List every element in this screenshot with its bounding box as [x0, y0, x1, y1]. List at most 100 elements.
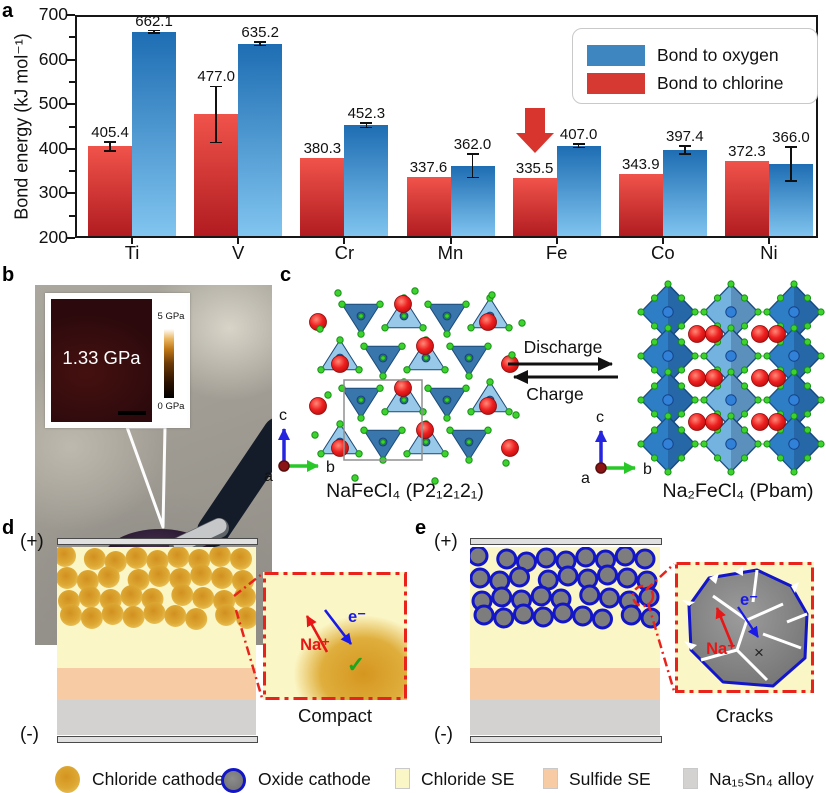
cl-atom: [505, 408, 513, 416]
cl-atom: [381, 324, 389, 332]
cl-atom: [803, 294, 812, 302]
chloride-cathode-swatch: [55, 766, 80, 793]
chloride-se-swatch: [395, 768, 410, 789]
value-label: 635.2: [241, 24, 279, 42]
oxide-particle: [634, 548, 656, 570]
cl-atom: [403, 450, 411, 458]
oxide-particle: [473, 604, 495, 626]
cl-atom: [754, 396, 762, 404]
cl-atom: [462, 384, 470, 392]
decoration: [668, 328, 695, 384]
cl-atom: [637, 352, 645, 360]
cl-atom: [637, 396, 645, 404]
cl-atom: [424, 300, 432, 308]
cl-atom: [379, 372, 387, 380]
na-atom: [705, 325, 723, 343]
compact-caption: Compact: [297, 705, 373, 726]
cl-atom: [358, 313, 364, 319]
y-tick: [66, 237, 75, 239]
positive-terminal-label-e: (+): [434, 531, 458, 552]
oxide-particle: [535, 547, 557, 569]
edge-cracks: [682, 566, 799, 650]
cl-atom: [441, 450, 449, 458]
cl-atom: [740, 338, 749, 346]
bottom-electrode-e: [470, 736, 662, 743]
cl-atom: [803, 382, 812, 390]
cl-atom: [803, 322, 812, 330]
decoration: [668, 372, 695, 428]
top-electrode-d: [57, 538, 258, 545]
fe-atom: [725, 350, 737, 362]
cl-atom: [334, 289, 342, 297]
chloride-particle: [169, 568, 192, 590]
cl-atom: [776, 454, 785, 462]
cl-atom: [740, 382, 749, 390]
cl-atom: [351, 474, 359, 482]
legend-swatch: [587, 45, 645, 66]
cl-atom: [677, 426, 686, 434]
bar-Ni: [724, 161, 769, 238]
chloride-particle: [80, 607, 103, 629]
chloride-particle: [83, 548, 106, 570]
value-label: 380.3: [303, 139, 342, 157]
value-label: 343.9: [622, 155, 660, 173]
fe-atom: [662, 306, 674, 318]
cl-atom: [790, 280, 798, 288]
na-atom: [705, 413, 723, 431]
error-bar: [109, 141, 111, 151]
cl-atom: [817, 440, 825, 448]
cl-atom: [316, 325, 324, 333]
cl-atom: [398, 426, 406, 434]
cl-atom: [677, 366, 686, 374]
legend-label: Sulfide SE: [569, 769, 651, 789]
cl-atom: [637, 308, 645, 316]
panel-b-label: b: [2, 264, 15, 286]
na-ion-label: Na⁺: [300, 636, 330, 654]
electron-label: e⁻: [348, 608, 366, 626]
negative-terminal-label-e: (-): [434, 724, 453, 745]
oxide-particle: [687, 568, 809, 688]
oxide-cathode-swatch: [221, 768, 246, 793]
y-tick-label: 700: [38, 4, 68, 24]
oxide-particle: [513, 603, 534, 625]
cl-atom: [677, 294, 686, 302]
cracks-zoom-box: Na⁺ e⁻ ×: [675, 562, 814, 693]
chloride-particle: [78, 586, 101, 608]
value-label: 335.5: [515, 159, 554, 177]
axis-gizmo-right: c b a: [581, 409, 652, 487]
oxide-particle: [575, 547, 597, 568]
cl-atom: [763, 396, 771, 404]
x-tick: [661, 238, 664, 244]
cl-atom: [740, 454, 749, 462]
highlight-arrow-head: [515, 133, 554, 153]
bar-Ti: [132, 31, 177, 238]
oxide-particle: [470, 547, 489, 567]
value-label: 337.6: [409, 158, 448, 176]
cracked-particle: Na⁺ e⁻ ×: [675, 562, 814, 693]
cl-atom: [650, 322, 659, 330]
value-label: 477.0: [197, 68, 235, 86]
cl-atom: [790, 412, 798, 420]
cl-atom: [691, 352, 699, 360]
x-tick: [131, 238, 134, 244]
error-cap: [678, 153, 691, 155]
charge-label: Charge: [526, 384, 583, 404]
panel-a-label: a: [2, 0, 14, 22]
y-minor-tick: [69, 80, 75, 83]
legend-label: Bond to oxygen: [657, 45, 779, 65]
cl-atom: [790, 368, 798, 376]
na2fecl4-structure: [637, 280, 825, 476]
fe-atom: [662, 350, 674, 362]
cl-atom: [465, 456, 473, 464]
sulfide-se-layer-e: [470, 668, 660, 700]
na-atom: [394, 379, 412, 397]
cl-atom: [677, 322, 686, 330]
na-atom: [751, 413, 769, 431]
decoration: [794, 416, 821, 472]
cl-atom: [465, 372, 473, 380]
na-atom: [688, 325, 706, 343]
cl-atom: [336, 420, 344, 428]
x-tick: [767, 238, 770, 244]
cl-atom: [776, 294, 785, 302]
fe-atom: [662, 394, 674, 406]
